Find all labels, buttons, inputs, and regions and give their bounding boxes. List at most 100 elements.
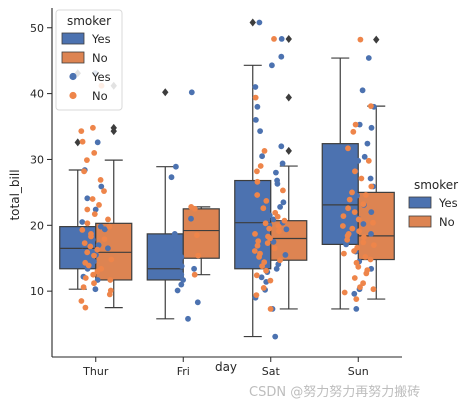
plot-area (59, 18, 395, 340)
legend-swatch (408, 196, 432, 209)
data-point (91, 211, 98, 218)
data-point (90, 271, 97, 278)
data-point (257, 163, 264, 169)
data-point (272, 209, 279, 216)
data-point (252, 231, 258, 237)
data-point (353, 259, 360, 266)
data-point (270, 216, 277, 223)
legend-label: No (92, 51, 108, 65)
box-body (146, 233, 184, 281)
data-point (368, 209, 375, 216)
data-point (353, 296, 360, 302)
data-point (98, 265, 105, 272)
data-point (191, 271, 198, 278)
data-point (254, 192, 261, 198)
data-point (97, 223, 104, 230)
data-point (278, 143, 285, 150)
data-point (351, 275, 358, 281)
outlier-marker (162, 88, 169, 97)
data-point (106, 223, 113, 230)
data-point (95, 242, 102, 249)
legend-label: Yes (91, 70, 111, 84)
data-point (194, 232, 200, 239)
data-point (341, 289, 348, 296)
outlier-marker (110, 123, 117, 132)
data-point (350, 128, 357, 135)
data-point (367, 175, 374, 182)
data-point (272, 333, 279, 340)
legend-dot (69, 91, 77, 100)
data-point (98, 183, 105, 190)
data-point (261, 148, 268, 154)
data-point (80, 284, 87, 291)
data-point (94, 246, 101, 253)
data-point (82, 259, 89, 266)
legend-label: No (439, 215, 455, 229)
data-point (360, 221, 367, 227)
data-point (91, 252, 97, 259)
legend-swatch (61, 51, 85, 64)
legend-label: No (92, 89, 108, 103)
data-point (91, 258, 97, 265)
data-point (357, 284, 363, 291)
data-point (254, 168, 260, 175)
box-yes-sun (321, 57, 359, 310)
points-no-sun (340, 36, 377, 302)
outlier-marker (373, 35, 380, 44)
data-point (358, 175, 365, 182)
data-point (360, 239, 367, 246)
data-point (92, 286, 99, 293)
data-point (349, 225, 356, 232)
data-point (107, 277, 114, 283)
outlier-marker (285, 34, 292, 43)
data-point (84, 195, 91, 202)
legend-title: smoker (67, 14, 111, 28)
data-point (360, 280, 366, 287)
data-point (254, 242, 261, 249)
legend-swatch (61, 32, 85, 45)
data-point (356, 228, 362, 235)
data-point (266, 212, 273, 219)
y-tick-label: 40 (30, 88, 44, 101)
data-point (365, 157, 372, 164)
data-point (354, 192, 360, 199)
data-point (105, 216, 111, 223)
data-point (267, 306, 274, 312)
y-tick-label: 20 (30, 219, 44, 232)
data-point (84, 206, 91, 213)
data-point (172, 246, 179, 252)
data-point (262, 220, 269, 227)
data-point (195, 252, 202, 259)
data-point (361, 234, 367, 241)
data-point (256, 185, 263, 192)
data-point (279, 160, 286, 167)
data-point (79, 138, 86, 145)
data-point (345, 231, 352, 237)
data-point (178, 263, 185, 269)
x-tick-label: Sat (262, 365, 281, 378)
data-point (282, 252, 289, 258)
data-point (354, 244, 361, 251)
data-point (370, 219, 376, 226)
data-point (340, 223, 346, 229)
data-point (94, 139, 101, 146)
data-point (278, 53, 285, 60)
data-point (275, 223, 282, 229)
data-point (355, 216, 362, 223)
data-point (81, 240, 88, 247)
data-point (89, 196, 96, 202)
outlier-marker (249, 18, 256, 27)
data-point (105, 245, 111, 252)
data-point (84, 220, 91, 227)
data-point (252, 94, 259, 101)
data-point (79, 219, 86, 225)
data-point (107, 287, 114, 294)
data-point (370, 286, 377, 293)
data-point (353, 306, 360, 312)
data-point (185, 315, 191, 322)
data-point (254, 103, 261, 110)
data-point (368, 183, 375, 190)
data-point (91, 280, 97, 287)
data-point (92, 206, 99, 213)
